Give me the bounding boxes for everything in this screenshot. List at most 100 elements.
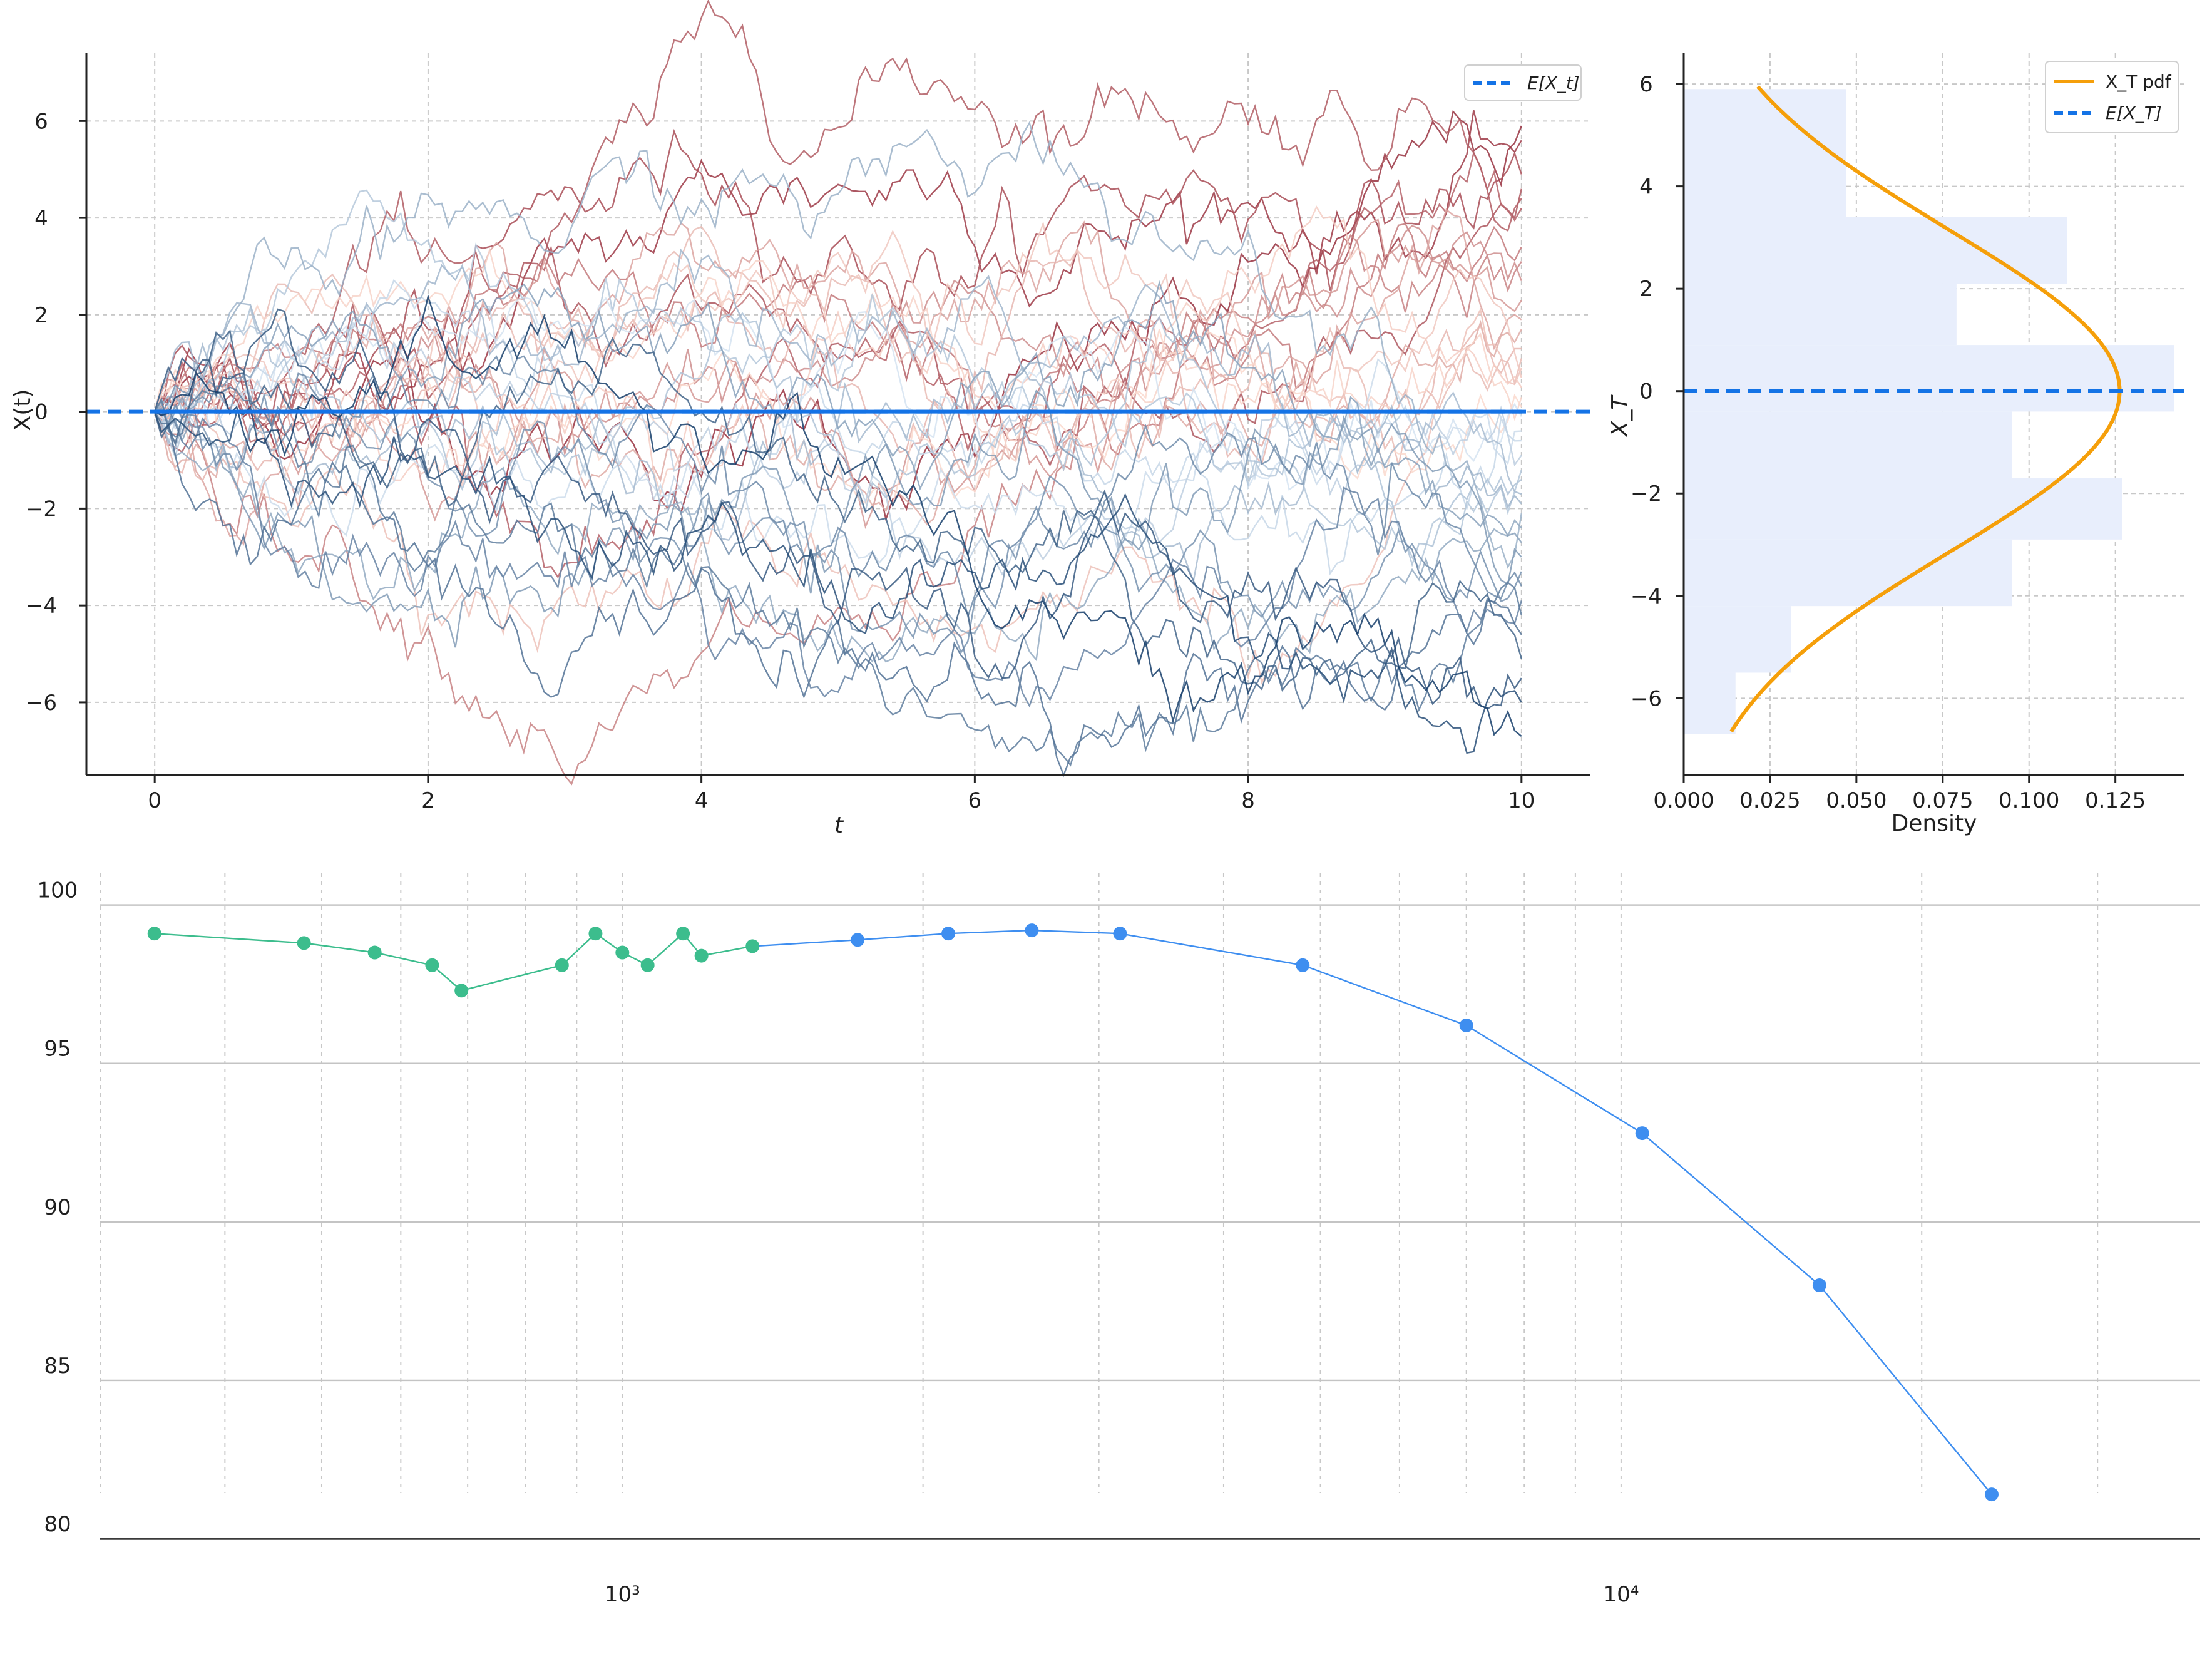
paths-lines	[154, 0, 1522, 786]
distribution-x-tick-label: 0.125	[2085, 788, 2146, 813]
distribution-y-axis-label: X_T	[1607, 394, 1633, 438]
distribution-y-tick-label: −4	[1631, 584, 1662, 609]
log-series-lines	[154, 929, 1992, 1495]
log-series-point	[941, 927, 956, 941]
paths-x-tick-label: 10	[1508, 788, 1535, 813]
log-series-point	[1459, 1018, 1473, 1032]
distribution-x-tick-label: 0.000	[1653, 788, 1714, 813]
distribution-x-tick-label: 0.075	[1912, 788, 1973, 813]
paths-y-tick-label: 6	[34, 109, 48, 134]
log-series-y-tick-label: 85	[44, 1353, 71, 1379]
distribution-y-tick-label: −2	[1631, 481, 1662, 506]
paths-legend-frame	[1464, 64, 1582, 101]
distribution-y-tick-label: 4	[1639, 175, 1653, 200]
distribution-bar	[1684, 411, 2012, 478]
log-series-point	[425, 958, 439, 972]
path-line	[154, 389, 1522, 648]
log-series-point	[1025, 923, 1039, 938]
log-series-x-tick-label: 10³	[605, 1582, 640, 1607]
paths-y-tick-label: −2	[26, 496, 57, 521]
paths-axes: 0 2 4 6 8 10 −6 −4 −2 0 2 4 6	[26, 53, 1590, 813]
paths-x-tick-label: 8	[1241, 788, 1255, 813]
path-line	[154, 386, 1522, 767]
log-series-x-tick-label: 10⁴	[1603, 1582, 1639, 1607]
paths-legend-mean-label: E[X_t]	[1527, 73, 1580, 93]
paths-y-tick-label: −6	[26, 691, 57, 716]
distribution-legend-mean-label: E[X_T]	[2106, 103, 2162, 123]
path-line	[154, 0, 1522, 453]
path-line	[154, 296, 1522, 491]
distribution-y-tick-label: −6	[1631, 686, 1662, 711]
log-series-point	[555, 958, 569, 972]
distribution-bar	[1684, 345, 2174, 412]
distribution-x-tick-label: 0.025	[1739, 788, 1800, 813]
distribution-legend-frame	[2045, 61, 2179, 133]
path-line	[154, 121, 1522, 569]
paths-y-tick-label: 2	[34, 303, 48, 328]
distribution-bar	[1684, 606, 1791, 673]
log-series-point	[640, 958, 655, 972]
paths-y-tick-label: 4	[34, 206, 48, 231]
log-series-point	[147, 927, 161, 941]
path-line	[154, 234, 1522, 786]
path-line	[154, 205, 1522, 496]
log-series-point	[1812, 1278, 1826, 1293]
log-series-point	[1984, 1487, 1999, 1502]
log-series-point	[454, 984, 469, 998]
path-line	[154, 280, 1522, 543]
log-series-points	[147, 923, 1999, 1502]
log-series-point	[694, 948, 709, 963]
distribution-axes: 0.000 0.025 0.050 0.075 0.100 0.125 −6 −4 −2 0 2 4 6	[1631, 53, 2184, 813]
path-line	[154, 294, 1522, 737]
log-series-point	[367, 945, 382, 960]
distribution-y-tick-label: 2	[1639, 277, 1653, 302]
log-series-y-tick-label: 90	[44, 1195, 71, 1220]
log-series-point	[1635, 1126, 1649, 1141]
log-series-point	[297, 936, 311, 950]
path-line	[154, 225, 1522, 457]
path-line	[154, 110, 1522, 448]
distribution-panel: 0.000 0.025 0.050 0.075 0.100 0.125 −6 −4 −2 0 2 4 6…	[1607, 53, 2184, 836]
path-line	[155, 128, 1522, 427]
distribution-pdf-curve	[1729, 85, 2122, 733]
log-series-y-tick-label: 95	[44, 1037, 71, 1062]
log-series-point	[615, 945, 630, 960]
log-series-connector	[752, 939, 858, 947]
distribution-bar	[1684, 478, 2122, 540]
path-line	[154, 329, 1522, 506]
distribution-legend-pdf-label: X_T pdf	[2106, 71, 2172, 92]
path-line	[154, 408, 1522, 708]
distribution-y-tick-label: 0	[1639, 379, 1653, 404]
path-line	[154, 218, 1522, 530]
log-series-point	[745, 939, 760, 953]
path-line	[154, 316, 1522, 526]
distribution-legend: X_T pdf E[X_T]	[2045, 61, 2179, 133]
distribution-x-axis-label: Density	[1892, 811, 1977, 836]
distribution-bar	[1684, 539, 2012, 607]
path-line	[154, 189, 1522, 570]
log-series-axes: 10³ 10⁴ 80 85 90 95 100	[38, 878, 2200, 1607]
path-line	[154, 365, 1522, 584]
path-line	[154, 150, 1522, 579]
log-series-point	[676, 927, 690, 941]
paths-y-tick-label: −4	[26, 593, 57, 619]
log-series-panel: 10³ 10⁴ 80 85 90 95 100	[38, 873, 2200, 1607]
path-line	[154, 188, 1522, 467]
distribution-bar	[1684, 217, 2067, 284]
distribution-x-tick-label: 0.100	[1999, 788, 2059, 813]
paths-x-tick-label: 2	[421, 788, 435, 813]
path-line	[154, 248, 1522, 509]
distribution-bar	[1684, 89, 1846, 217]
log-series-y-tick-label: 80	[44, 1512, 71, 1537]
paths-panel: 0 2 4 6 8 10 −6 −4 −2 0 2 4 6 t X(t) E[X_t]	[10, 0, 1590, 838]
distribution-bars	[1684, 89, 2174, 734]
log-series-grid	[100, 873, 2200, 1493]
path-line	[154, 247, 1522, 463]
path-line	[154, 208, 1522, 546]
path-line	[154, 221, 1522, 466]
log-series-point	[588, 927, 603, 941]
path-line	[154, 305, 1522, 567]
log-series-line	[154, 932, 753, 992]
paths-x-tick-label: 6	[968, 788, 982, 813]
